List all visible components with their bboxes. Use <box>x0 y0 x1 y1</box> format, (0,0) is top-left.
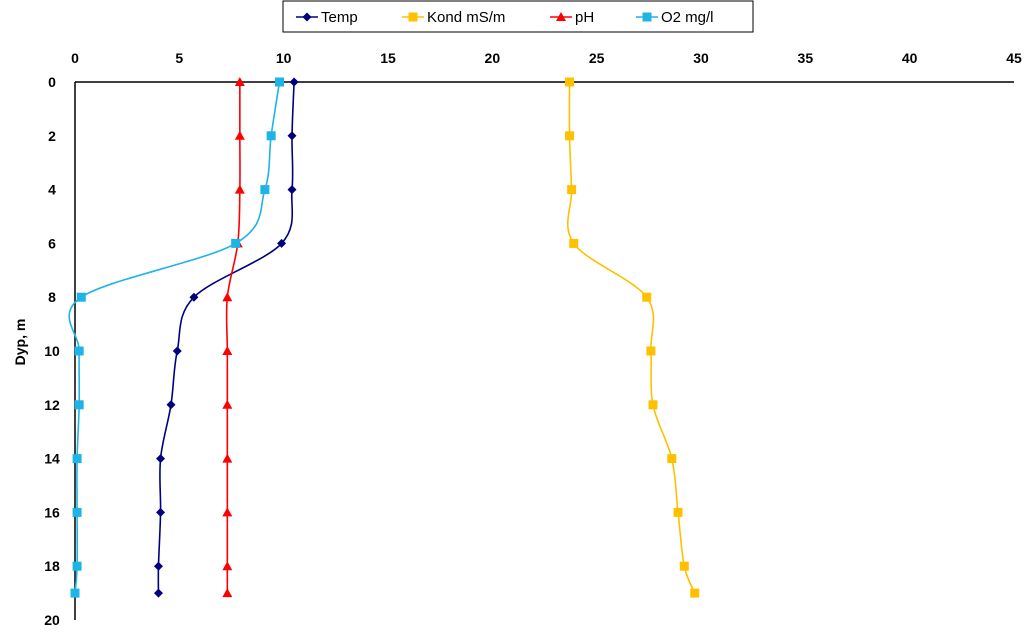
data-point-ph <box>222 561 233 571</box>
y-tick-label: 12 <box>44 397 60 413</box>
x-tick-label: 25 <box>589 50 605 66</box>
data-point-temp <box>277 238 287 248</box>
data-point-kond-ms-m <box>569 238 579 248</box>
legend-entry-temp: Temp <box>296 9 358 26</box>
series-kond-ms-m <box>565 77 700 598</box>
data-point-temp <box>172 346 182 356</box>
series-o2-mg-l <box>68 77 284 598</box>
data-point-kond-ms-m <box>648 400 658 410</box>
legend-swatch-marker <box>302 12 312 22</box>
tick-labels: 0 5 10 15 20 25 30 35 40 45 0 2 4 6 8 10 12 14 16 18 20 <box>44 50 1022 628</box>
data-point-kond-ms-m <box>567 185 577 195</box>
data-point-o2-mg-l <box>72 454 82 464</box>
data-point-ph <box>222 292 233 302</box>
data-point-o2-mg-l <box>74 346 84 356</box>
y-tick-label: 2 <box>48 128 56 144</box>
data-point-temp <box>156 454 166 464</box>
data-point-ph <box>222 507 233 517</box>
legend-swatch-marker <box>408 12 418 22</box>
data-point-temp <box>287 185 297 195</box>
legend-swatch-marker <box>642 12 652 22</box>
x-tick-label: 35 <box>798 50 814 66</box>
legend-swatch-marker <box>556 12 566 21</box>
data-point-temp <box>156 507 166 517</box>
legend-label: pH <box>575 9 594 26</box>
y-tick-label: 8 <box>48 289 56 305</box>
data-point-kond-ms-m <box>667 454 677 464</box>
y-tick-label: 0 <box>48 74 56 90</box>
series-line-o2-mg-l <box>68 81 281 594</box>
legend-frame <box>282 0 754 33</box>
data-point-ph <box>222 399 233 409</box>
data-point-kond-ms-m <box>673 507 683 517</box>
data-point-o2-mg-l <box>266 131 276 141</box>
legend-label: Kond mS/m <box>427 9 505 26</box>
legend-label: O2 mg/l <box>661 9 714 26</box>
data-point-kond-ms-m <box>646 346 656 356</box>
data-point-temp <box>287 131 297 141</box>
data-point-o2-mg-l <box>70 588 80 598</box>
data-point-ph <box>234 130 245 140</box>
x-tick-label: 5 <box>175 50 183 66</box>
series-ph <box>222 77 245 598</box>
x-tick-label: 30 <box>693 50 709 66</box>
data-point-o2-mg-l <box>72 561 82 571</box>
data-point-o2-mg-l <box>274 77 284 87</box>
data-point-o2-mg-l <box>260 185 270 195</box>
legend-entry-o2-mg-l: O2 mg/l <box>636 9 714 26</box>
y-tick-label: 20 <box>44 612 60 628</box>
y-tick-label: 4 <box>48 182 56 198</box>
x-tick-label: 10 <box>276 50 292 66</box>
data-point-o2-mg-l <box>231 238 241 248</box>
x-tick-label: 20 <box>485 50 501 66</box>
data-point-ph <box>222 588 233 598</box>
legend-entry-kond-ms-m: Kond mS/m <box>402 9 505 26</box>
series-temp <box>153 77 299 598</box>
data-point-kond-ms-m <box>679 561 689 571</box>
y-tick-label: 16 <box>44 504 60 520</box>
data-point-ph <box>222 453 233 463</box>
data-point-temp <box>153 588 163 598</box>
x-tick-label: 0 <box>71 50 79 66</box>
series-layer <box>68 77 700 598</box>
data-point-o2-mg-l <box>72 507 82 517</box>
x-tick-label: 15 <box>380 50 396 66</box>
series-line-temp <box>157 81 295 594</box>
legend: Temp Kond mS/m pH O2 mg/l <box>282 0 754 33</box>
y-axis-label: Dyp, m <box>12 319 28 366</box>
y-tick-label: 10 <box>44 343 60 359</box>
data-point-ph <box>234 184 245 194</box>
data-point-temp <box>153 561 163 571</box>
y-tick-label: 14 <box>44 451 60 467</box>
data-point-ph <box>222 346 233 355</box>
legend-entry-ph: pH <box>550 9 594 26</box>
data-point-kond-ms-m <box>642 292 652 302</box>
data-point-o2-mg-l <box>74 400 84 410</box>
data-point-ph <box>234 77 245 86</box>
data-point-temp <box>166 400 176 410</box>
data-point-kond-ms-m <box>565 131 575 141</box>
data-point-kond-ms-m <box>565 77 575 87</box>
data-point-kond-ms-m <box>690 588 700 598</box>
series-line-ph <box>225 82 241 594</box>
data-point-temp <box>189 292 199 302</box>
data-point-o2-mg-l <box>76 292 86 302</box>
legend-label: Temp <box>321 9 358 26</box>
y-tick-label: 18 <box>44 558 60 574</box>
x-tick-label: 45 <box>1006 50 1022 66</box>
y-tick-label: 6 <box>48 235 56 251</box>
axes <box>74 81 1014 620</box>
x-tick-label: 40 <box>902 50 918 66</box>
data-point-temp <box>289 77 299 87</box>
